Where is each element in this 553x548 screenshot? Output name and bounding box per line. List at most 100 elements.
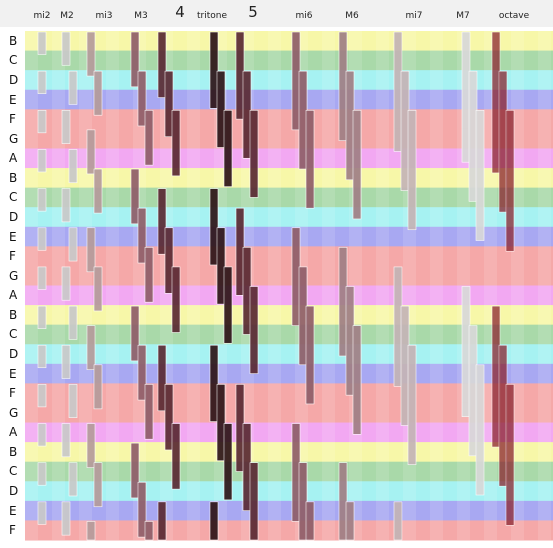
- interval-bar-4: [164, 384, 174, 451]
- interval-bar-4: [171, 266, 181, 333]
- interval-label-M2: M2: [60, 11, 74, 21]
- note-row-G: [25, 128, 553, 149]
- interval-label-M6: M6: [345, 11, 359, 21]
- interval-bar-mi3: [86, 129, 96, 175]
- column-guide: [538, 31, 551, 540]
- note-row-F: [25, 383, 553, 404]
- interval-bar-M3: [137, 344, 147, 401]
- interval-bar-octave: [505, 110, 515, 252]
- interval-label-mi6: mi6: [295, 11, 313, 21]
- interval-bar-M3: [130, 31, 140, 88]
- interval-bar-4: [164, 70, 174, 138]
- interval-bar-octave: [505, 384, 515, 526]
- note-row-B: [25, 305, 553, 326]
- note-row-E: [25, 363, 553, 384]
- note-row-G: [25, 402, 553, 424]
- note-label: D: [9, 209, 19, 224]
- note-label: C: [9, 327, 18, 342]
- note-row-A: [25, 422, 553, 443]
- note-row-B: [25, 168, 553, 189]
- interval-bar-M2: [61, 423, 71, 458]
- interval-bar-mi3: [93, 462, 103, 508]
- interval-bar-4: [157, 188, 167, 255]
- interval-bar-M2: [68, 149, 78, 184]
- note-row-C: [25, 50, 553, 71]
- note-row-A: [25, 148, 553, 169]
- interval-bar-mi3: [93, 168, 103, 214]
- interval-bar-M3: [144, 521, 154, 541]
- interval-label-mi7: mi7: [405, 11, 423, 21]
- note-label: F: [9, 523, 16, 538]
- interval-bar-tritone: [209, 31, 219, 109]
- interval-label-4: 4: [175, 3, 185, 21]
- interval-bar-mi2: [37, 384, 47, 408]
- note-label: E: [9, 92, 17, 107]
- interval-bar-4: [157, 501, 167, 541]
- column-guide: [376, 31, 389, 540]
- interval-bar-mi3: [93, 266, 103, 312]
- note-label: E: [9, 229, 17, 244]
- column-guide: [322, 31, 335, 540]
- interval-bar-4: [171, 110, 181, 177]
- interval-bar-M2: [68, 462, 78, 497]
- interval-bar-tritone: [223, 423, 233, 501]
- note-label: G: [9, 268, 19, 283]
- interval-bar-M2: [61, 31, 71, 66]
- interval-bar-mi2: [37, 305, 47, 329]
- note-label: B: [9, 444, 18, 459]
- interval-bar-mi6: [298, 462, 308, 541]
- interval-bar-M3: [137, 70, 147, 127]
- note-row-B: [25, 442, 553, 463]
- interval-label-tritone: tritone: [196, 11, 228, 21]
- interval-bar-M3: [144, 384, 154, 440]
- interval-bar-mi2: [37, 501, 47, 525]
- column-guide: [187, 31, 200, 540]
- interval-bar-mi3: [86, 423, 96, 468]
- interval-bar-mi2: [37, 31, 47, 55]
- note-row-A: [25, 285, 553, 306]
- interval-bar-tritone: [216, 227, 226, 305]
- interval-bar-M2: [61, 344, 71, 379]
- interval-header-row: mi2 M2 mi3 M3 4 tritone 5 mi6 M6 mi7 M7 octave: [0, 0, 553, 27]
- interval-bar-M7: [475, 110, 485, 241]
- column-guide: [430, 31, 443, 540]
- interval-bar-M6: [352, 110, 362, 220]
- interval-bar-4: [164, 227, 174, 294]
- note-label: F: [9, 386, 16, 401]
- note-label: F: [9, 112, 16, 127]
- interval-bar-mi6: [305, 501, 315, 541]
- column-guide: [268, 31, 281, 540]
- interval-bar-4: [157, 344, 167, 412]
- note-label: C: [9, 464, 18, 479]
- interval-bar-mi3: [93, 364, 103, 410]
- interval-bar-tritone: [216, 384, 226, 462]
- interval-bar-M3: [137, 481, 147, 538]
- interval-bar-M3: [130, 168, 140, 225]
- interval-bar-mi7: [393, 501, 403, 541]
- interval-bar-M2: [61, 110, 71, 144]
- note-label: E: [9, 503, 17, 518]
- interval-label-octave: octave: [498, 11, 530, 21]
- note-row-C: [25, 187, 553, 208]
- interval-bar-mi2: [37, 110, 47, 134]
- note-label: C: [9, 53, 18, 68]
- note-label: E: [9, 366, 17, 381]
- column-guide: [106, 31, 119, 540]
- interval-label-mi2: mi2: [33, 11, 51, 21]
- interval-bar-mi3: [93, 70, 103, 116]
- interval-label-5: 5: [248, 3, 258, 21]
- note-label: A: [9, 288, 18, 303]
- interval-bar-mi2: [37, 188, 47, 212]
- interval-bar-M3: [130, 305, 140, 362]
- interval-bar-mi3: [86, 325, 96, 370]
- interval-bar-mi6: [305, 305, 315, 405]
- interval-bar-mi7: [407, 344, 417, 465]
- note-label: F: [9, 249, 16, 264]
- interval-bar-M6: [345, 501, 355, 541]
- note-label: G: [9, 405, 19, 420]
- interval-bar-M2: [68, 227, 78, 262]
- interval-bar-M2: [61, 501, 71, 536]
- interval-bar-4: [171, 423, 181, 490]
